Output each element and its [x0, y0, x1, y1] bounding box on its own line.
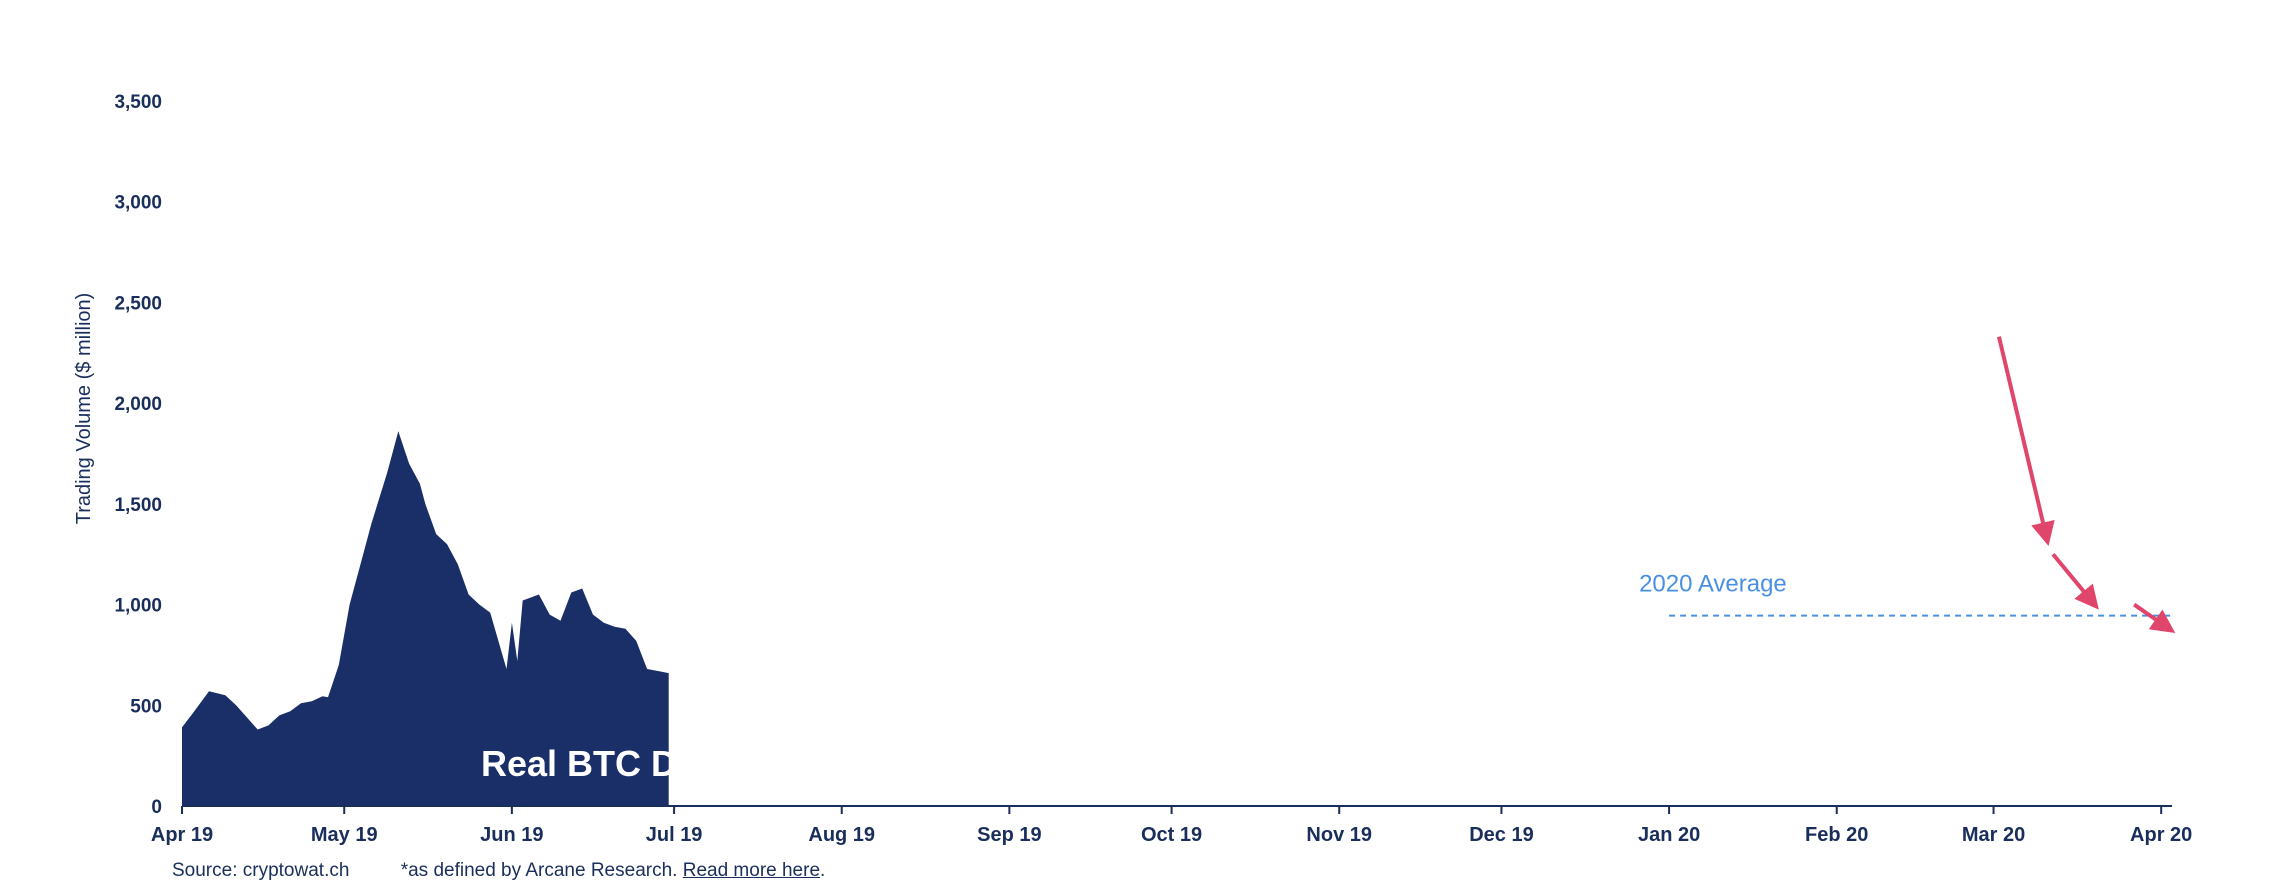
chart-subtitle: (7-day average) — [884, 758, 1038, 781]
y-tick-label: 3,000 — [114, 193, 162, 214]
footnote-text: *as defined by Arcane Research. Read mor… — [401, 860, 826, 881]
y-tick-label: 1,500 — [114, 495, 162, 516]
read-more-link[interactable]: Read more here — [682, 860, 821, 881]
footnote-prefix: *as defined by Arcane Research. — [400, 860, 683, 881]
average-label: 2020 Average — [1639, 571, 1787, 598]
x-tick-label: Feb 20 — [1805, 824, 1868, 846]
series-area-0 — [182, 431, 669, 806]
trend-arrow-2 — [2133, 602, 2176, 634]
y-tick-label: 0 — [151, 797, 162, 818]
trend-arrow-1 — [2051, 552, 2099, 610]
trend-arrow-0 — [1997, 336, 2055, 547]
x-tick-label: Nov 19 — [1306, 824, 1372, 846]
x-tick-label: Oct 19 — [1141, 824, 1202, 846]
y-axis-label: Trading Volume ($ million) — [73, 293, 95, 525]
x-tick-label: Jan 20 — [1638, 824, 1700, 846]
y-axis: 0 500 1,000 1,500 2,000 2,500 3,000 3,500 Tradin… — [73, 92, 162, 818]
y-tick-label: 2,500 — [114, 293, 162, 314]
y-tick-label: 3,500 — [114, 92, 162, 113]
footnote-suffix: . — [820, 860, 826, 881]
source-text: Source: cryptowat.ch — [172, 860, 350, 881]
y-tick-label: 1,000 — [114, 596, 162, 617]
x-tick-label: Apr 19 — [151, 824, 213, 846]
plot-area: 2020 Average Real BTC Daily Volume (7-day… — [182, 431, 2172, 806]
x-tick-label: Aug 19 — [808, 824, 875, 846]
y-tick-label: 500 — [130, 696, 162, 717]
x-tick-label: Apr 20 — [2130, 824, 2192, 846]
chart-title: Real BTC Daily Volume (7-day average) — [481, 743, 1039, 784]
x-tick-label: May 19 — [311, 824, 378, 846]
x-tick-label: Jun 19 — [480, 824, 543, 846]
x-tick-label: Dec 19 — [1469, 824, 1534, 846]
chart-title-main: Real BTC Daily Volume — [481, 743, 884, 784]
annotations — [1997, 336, 2176, 634]
x-tick-label: Mar 20 — [1962, 824, 2025, 846]
x-tick-label: Sep 19 — [977, 824, 1041, 846]
footer: Source: cryptowat.ch *as defined by Arca… — [172, 860, 825, 882]
x-axis: Apr 19 May 19 Jun 19 Jul 19 Aug 19 Sep 19 Oct … — [151, 805, 2192, 846]
y-tick-label: 2,000 — [114, 394, 162, 415]
x-tick-label: Jul 19 — [646, 824, 703, 846]
